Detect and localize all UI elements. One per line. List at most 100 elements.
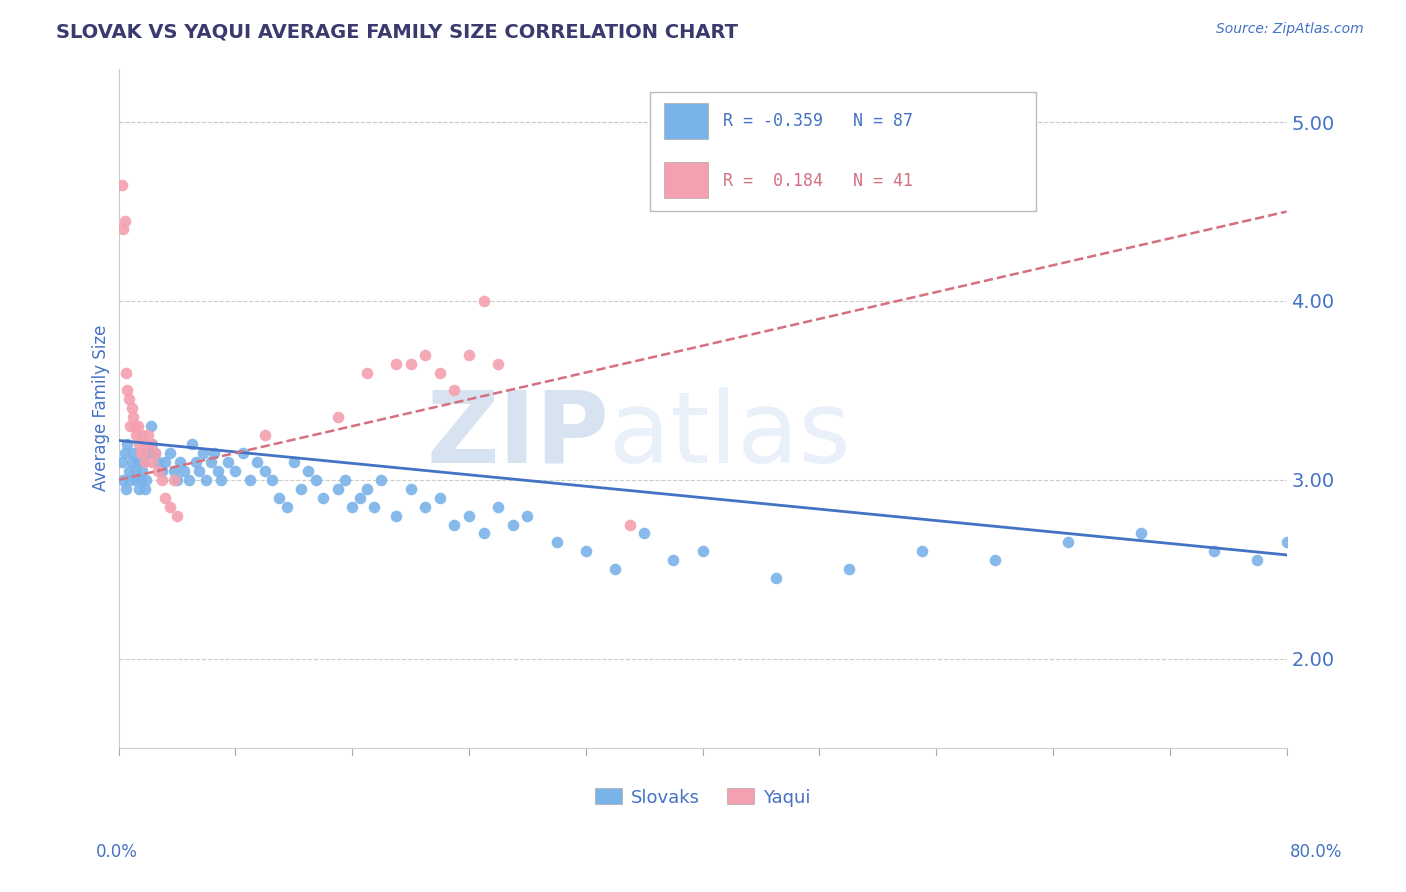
Point	[692, 544, 714, 558]
Point	[633, 526, 655, 541]
Legend: Slovaks, Yaqui: Slovaks, Yaqui	[588, 781, 818, 814]
Point	[443, 384, 465, 398]
Point	[193, 446, 215, 460]
Point	[155, 455, 177, 469]
Text: Source: ZipAtlas.com: Source: ZipAtlas.com	[1216, 22, 1364, 37]
Text: R = -0.359   N = 87: R = -0.359 N = 87	[723, 112, 912, 130]
Point	[128, 482, 150, 496]
Bar	[650, 92, 1036, 211]
Point	[143, 446, 166, 460]
Point	[136, 428, 159, 442]
Point	[516, 508, 538, 523]
Point	[125, 428, 148, 442]
Point	[124, 464, 146, 478]
Point	[603, 562, 626, 576]
Point	[209, 473, 232, 487]
Point	[486, 357, 509, 371]
Point	[127, 419, 149, 434]
Y-axis label: Average Family Size: Average Family Size	[93, 325, 110, 491]
Point	[139, 437, 162, 451]
Point	[121, 401, 143, 416]
Point	[399, 482, 422, 496]
Point	[472, 526, 495, 541]
Point	[326, 482, 349, 496]
Point	[911, 544, 934, 558]
Point	[200, 455, 222, 469]
Point	[429, 366, 451, 380]
Point	[125, 473, 148, 487]
Point	[385, 357, 408, 371]
Point	[546, 535, 568, 549]
Point	[112, 222, 135, 236]
Point	[117, 384, 139, 398]
Point	[159, 500, 181, 514]
Point	[342, 500, 364, 514]
Point	[131, 464, 153, 478]
Point	[135, 437, 157, 451]
Point	[128, 437, 150, 451]
Point	[188, 464, 211, 478]
Point	[134, 482, 156, 496]
Point	[983, 553, 1005, 567]
Point	[1202, 544, 1225, 558]
Point	[297, 464, 319, 478]
Point	[143, 446, 166, 460]
Point	[253, 464, 276, 478]
Point	[1056, 535, 1078, 549]
Point	[246, 455, 269, 469]
Text: SLOVAK VS YAQUI AVERAGE FAMILY SIZE CORRELATION CHART: SLOVAK VS YAQUI AVERAGE FAMILY SIZE CORR…	[56, 22, 738, 41]
Point	[472, 293, 495, 308]
Point	[118, 464, 141, 478]
Point	[152, 473, 174, 487]
Point	[166, 508, 188, 523]
Point	[1246, 553, 1268, 567]
Point	[429, 491, 451, 505]
Point	[458, 508, 481, 523]
Point	[232, 446, 254, 460]
Point	[132, 446, 155, 460]
Point	[129, 446, 152, 460]
Point	[118, 392, 141, 407]
Point	[132, 455, 155, 469]
Point	[260, 473, 283, 487]
Point	[120, 473, 142, 487]
Point	[575, 544, 598, 558]
Point	[127, 455, 149, 469]
Point	[134, 455, 156, 469]
Point	[195, 473, 218, 487]
Text: R =  0.184   N = 41: R = 0.184 N = 41	[723, 171, 912, 190]
Point	[363, 500, 385, 514]
Point	[253, 428, 276, 442]
Point	[276, 500, 298, 514]
Point	[202, 446, 225, 460]
Point	[184, 455, 207, 469]
Point	[129, 473, 152, 487]
Point	[166, 473, 188, 487]
Point	[110, 455, 132, 469]
Bar	[664, 103, 709, 138]
Text: atlas: atlas	[609, 387, 851, 484]
Point	[269, 491, 291, 505]
Point	[159, 446, 181, 460]
Point	[486, 500, 509, 514]
Point	[765, 571, 787, 585]
Point	[114, 213, 136, 227]
Point	[385, 508, 408, 523]
Point	[305, 473, 328, 487]
Point	[155, 491, 177, 505]
Point	[152, 464, 174, 478]
Point	[502, 517, 524, 532]
Point	[326, 410, 349, 425]
Point	[217, 455, 239, 469]
Point	[443, 517, 465, 532]
Point	[207, 464, 229, 478]
Point	[312, 491, 335, 505]
Text: 80.0%: 80.0%	[1291, 843, 1343, 861]
Point	[124, 419, 146, 434]
Point	[110, 178, 132, 192]
Point	[349, 491, 371, 505]
Point	[333, 473, 356, 487]
Point	[136, 446, 159, 460]
Text: ZIP: ZIP	[426, 387, 609, 484]
Point	[146, 464, 169, 478]
